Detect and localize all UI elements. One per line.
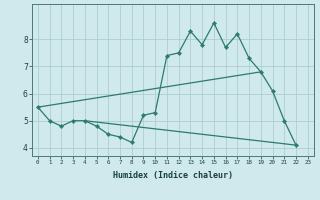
X-axis label: Humidex (Indice chaleur): Humidex (Indice chaleur) — [113, 171, 233, 180]
